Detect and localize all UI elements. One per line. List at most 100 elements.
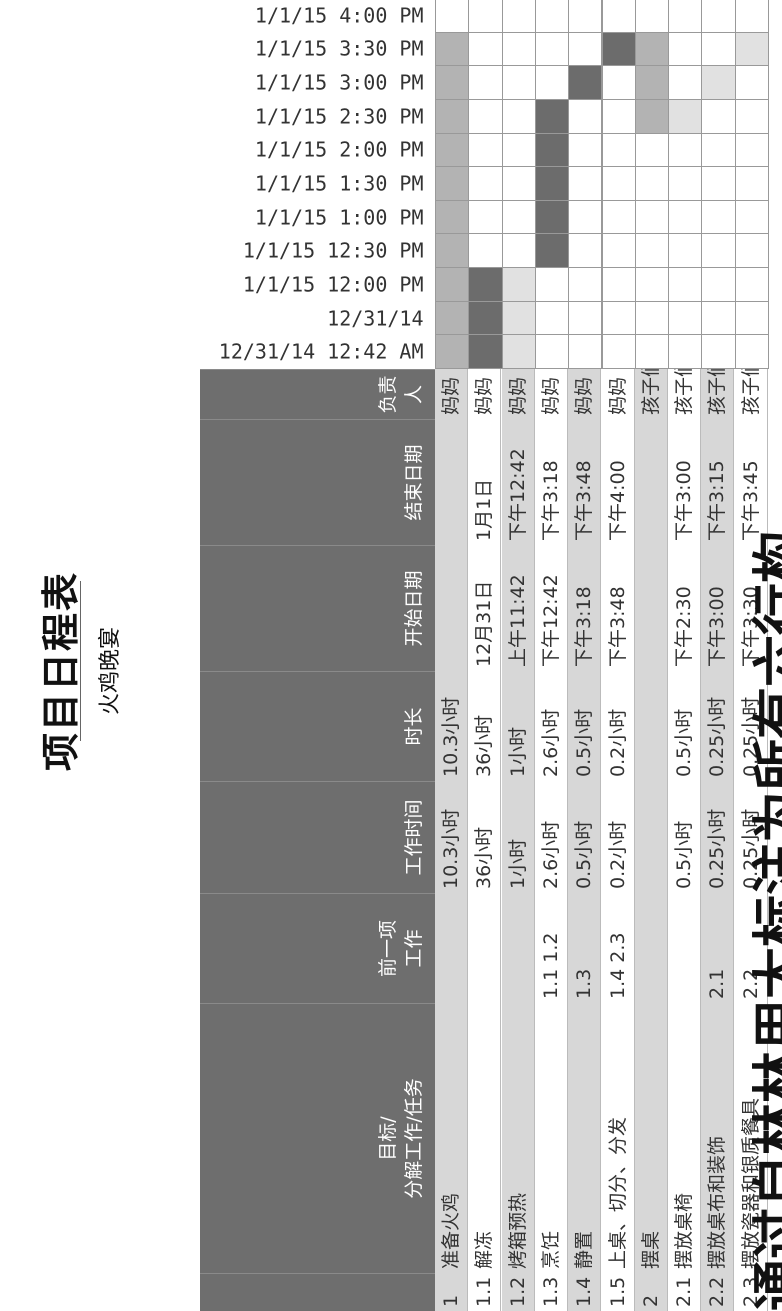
table-cell-predecessor (502, 893, 535, 1003)
gantt-cell (468, 65, 503, 100)
gantt-cell (668, 233, 703, 269)
gantt-cell (534, 300, 570, 336)
gantt-cell (701, 0, 736, 33)
gantt-cell (501, 166, 536, 201)
gantt-cell (468, 98, 503, 134)
table-header-end: 结束日期 (200, 419, 435, 545)
gantt-cell (501, 132, 536, 168)
gantt-cell (435, 334, 470, 369)
gantt-cell (601, 0, 636, 33)
gantt-cell (701, 300, 736, 336)
gantt-cell (634, 31, 670, 67)
table-cell-owner: 孩子们 (706, 369, 729, 415)
table-cell-start: 下午12:42 (539, 574, 562, 667)
gantt-cell (634, 199, 670, 235)
gantt-cell (468, 0, 503, 33)
gantt-cell (668, 0, 703, 33)
gantt-cell (534, 267, 570, 302)
timeline-label: 1/1/15 1:00 PM (254, 205, 424, 230)
gantt-cell (668, 267, 703, 302)
table-cell-task: 烹饪 (539, 1230, 562, 1269)
table-cell-owner: 妈妈 (606, 376, 629, 415)
gantt-cell (435, 233, 470, 269)
table-cell-work: 0.5小时 (573, 820, 596, 889)
timeline-label: 1/1/15 1:30 PM (254, 171, 424, 196)
gantt-cell (668, 334, 703, 369)
table-cell-duration: 10.3小时 (440, 696, 462, 777)
gantt-cell (701, 334, 736, 369)
table-cell-end (435, 419, 468, 545)
gantt-cell (601, 31, 636, 67)
gantt-cell (601, 199, 636, 235)
table-cell-end: 下午3:00 (673, 460, 696, 541)
table-cell-duration: 36小时 (473, 714, 496, 777)
table-header-duration: 时长 (200, 671, 435, 781)
table-cell-id: 1.3 (539, 1276, 562, 1307)
table-cell-task: 准备火鸡 (440, 1192, 462, 1269)
table-cell-id: 2.2 (706, 1276, 729, 1307)
gantt-cell (468, 166, 503, 201)
table-cell-id: 2.1 (673, 1276, 696, 1307)
table-header-id (200, 1273, 435, 1311)
timeline-label: 1/1/15 2:30 PM (254, 104, 424, 129)
table-cell-duration: 2.6小时 (539, 708, 562, 777)
gantt-cell (701, 233, 736, 269)
gantt-cell (501, 300, 536, 336)
table-cell-task: 上桌、切分、分发 (606, 1116, 629, 1269)
gantt-cell (568, 98, 603, 134)
table-cell-id: 1.2 (506, 1276, 529, 1307)
gantt-cell (468, 31, 503, 67)
gantt-cell (435, 98, 470, 134)
gantt-cell (634, 267, 670, 302)
table-cell-start: 12月31日 (473, 580, 496, 667)
timeline-label: 1/1/15 12:30 PM (242, 238, 424, 263)
gantt-cell (501, 199, 536, 235)
table-header-work: 工作时间 (200, 781, 435, 893)
gantt-cell (568, 132, 603, 168)
gantt-cell (534, 132, 570, 168)
timeline-label: 12/31/14 (327, 306, 424, 331)
gantt-cell (668, 31, 703, 67)
timeline-label: 12/31/14 12:42 AM (218, 339, 424, 364)
gantt-cell (435, 0, 470, 33)
gantt-cell (568, 65, 603, 100)
table-cell-duration: 0.5小时 (673, 708, 696, 777)
timeline-label: 1/1/15 3:00 PM (254, 70, 424, 95)
table-cell-end: 下午4:00 (606, 460, 629, 541)
table-cell-task: 烤箱预热 (506, 1192, 529, 1269)
table-cell-end: 1月1日 (473, 478, 496, 541)
gantt-cell (534, 199, 570, 235)
table-cell-owner: 妈妈 (473, 376, 496, 415)
gantt-cell (701, 31, 736, 67)
gantt-cell (568, 31, 603, 67)
gantt-cell (534, 0, 570, 33)
table-cell-start (635, 545, 668, 671)
table-cell-duration: 0.25小时 (706, 696, 729, 777)
table-cell-end (635, 419, 668, 545)
table-cell-end: 下午3:48 (573, 460, 596, 541)
gantt-cell (668, 132, 703, 168)
gantt-cell (501, 98, 536, 134)
table-cell-owner: 孩子们 (673, 369, 696, 415)
table-cell-id: 1 (440, 1294, 462, 1307)
bottom-cut-text: 通过自林林用大标注为所有六行构 (750, 530, 782, 1311)
table-cell-id: 1.1 (473, 1276, 496, 1307)
table-cell-predecessor: 1.3 (573, 968, 596, 999)
table-cell-predecessor: 1.4 2.3 (606, 932, 629, 999)
gantt-cell (568, 233, 603, 269)
table-cell-owner: 妈妈 (440, 376, 462, 415)
gantt-cell (668, 98, 703, 134)
table-cell-duration (635, 671, 668, 781)
table-cell-work: 0.2小时 (606, 820, 629, 889)
gantt-cell (435, 31, 470, 67)
timeline-label: 1/1/15 12:00 PM (242, 272, 424, 297)
table-cell-work (635, 781, 668, 893)
gantt-cell (568, 334, 603, 369)
table-cell-work: 36小时 (473, 826, 496, 889)
gantt-cell (468, 199, 503, 235)
table-cell-owner: 孩子们 (639, 369, 662, 415)
table-cell-predecessor: 2.1 (706, 968, 729, 999)
table-cell-start (435, 545, 468, 671)
table-cell-start: 下午2:30 (673, 586, 696, 667)
gantt-cell (601, 98, 636, 134)
